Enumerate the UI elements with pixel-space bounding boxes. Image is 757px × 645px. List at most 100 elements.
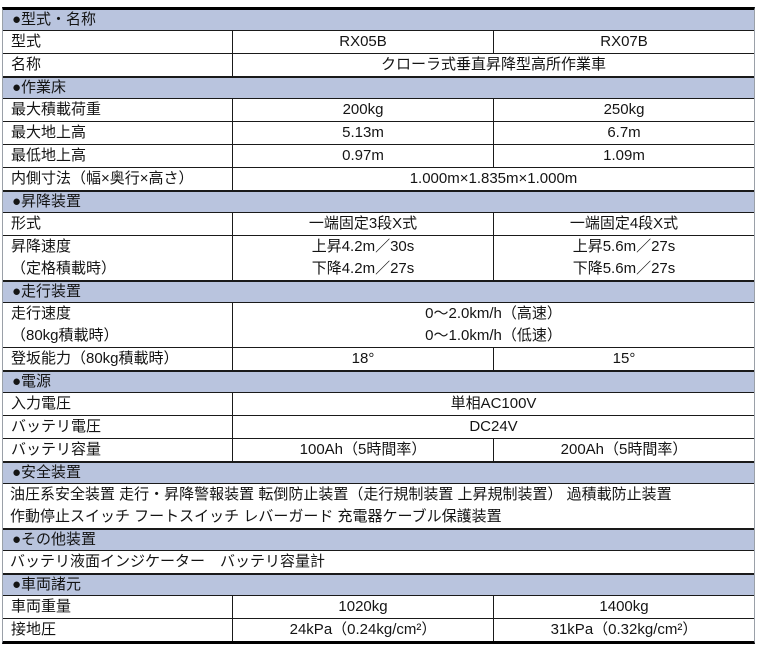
text-line: 上昇4.2m／30s <box>311 238 415 255</box>
spec-row: 形式 一端固定3段X式 一端固定4段X式 <box>3 213 754 236</box>
section-title: ●型式・名称 <box>12 11 97 28</box>
text-line: 200Ah（5時間率） <box>560 441 688 458</box>
text-line: 走行速度 <box>11 305 72 322</box>
fullwidth-text-cell: 油圧系安全装置 走行・昇降警報装置 転倒防止装置（走行規制装置 上昇規制装置） … <box>3 484 754 528</box>
section-title: ●電源 <box>12 373 52 390</box>
section-title: ●その他装置 <box>12 531 97 548</box>
text-line: 15° <box>612 350 636 367</box>
spec-row: 走行速度 （80kg積載時） 0～2.0km/h（高速） 0～1.0km/h（低速） <box>3 303 754 348</box>
value-cell-rx05b: 18° <box>233 348 493 370</box>
section-header-row: ●安全装置 <box>3 462 754 484</box>
row-label: 最低地上高 <box>3 145 233 167</box>
text-line: RX05B <box>339 33 387 50</box>
value-cell-merged: DC24V <box>233 416 754 438</box>
text-line: 31kPa（0.32kg/cm²） <box>550 621 698 638</box>
text-line: 接地圧 <box>11 621 57 638</box>
row-label: 昇降速度 （定格積載時） <box>3 236 233 280</box>
text-line: 昇降速度 <box>11 238 72 255</box>
value-cell-rx07b: 一端固定4段X式 <box>493 213 754 235</box>
text-line: （80kg積載時） <box>11 327 119 344</box>
text-line: クローラ式垂直昇降型高所作業車 <box>380 56 606 73</box>
section-header-row: ●車両諸元 <box>3 574 754 596</box>
text-line: 内側寸法（幅×奥行×高さ） <box>11 170 194 187</box>
row-label: 車両重量 <box>3 596 233 618</box>
text-line: 単相AC100V <box>450 395 537 412</box>
text-line: 名称 <box>11 56 42 73</box>
text-line: 油圧系安全装置 走行・昇降警報装置 転倒防止装置（走行規制装置 上昇規制装置） … <box>10 486 672 503</box>
value-cell-rx07b: 上昇5.6m／27s 下降5.6m／27s <box>493 236 754 280</box>
spec-row: 昇降速度 （定格積載時） 上昇4.2m／30s 下降4.2m／27s 上昇5.6m／27… <box>3 236 754 281</box>
text-line: 18° <box>351 350 375 367</box>
text-line: 一端固定4段X式 <box>569 215 679 232</box>
spec-row: 内側寸法（幅×奥行×高さ） 1.000m×1.835m×1.000m <box>3 168 754 191</box>
section-title: ●安全装置 <box>12 464 82 481</box>
text-line: DC24V <box>469 418 518 435</box>
value-cell-rx07b: 200Ah（5時間率） <box>493 439 754 461</box>
value-cell-rx07b: 1400kg <box>493 596 754 618</box>
section-title: ●作業床 <box>12 79 67 96</box>
text-line: 一端固定3段X式 <box>308 215 418 232</box>
value-cell-rx07b: 1.09m <box>493 145 754 167</box>
text-line: 型式 <box>11 33 42 50</box>
spec-row-fullwidth: 油圧系安全装置 走行・昇降警報装置 転倒防止装置（走行規制装置 上昇規制装置） … <box>3 484 754 529</box>
row-label: 内側寸法（幅×奥行×高さ） <box>3 168 233 190</box>
value-cell-rx07b: 250kg <box>493 99 754 121</box>
text-line: 1.09m <box>603 147 645 164</box>
text-line: 作動停止スイッチ フートスイッチ レバーガード 充電器ケーブル保護装置 <box>10 508 502 525</box>
value-cell-rx05b: RX05B <box>233 31 493 53</box>
value-cell-merged: クローラ式垂直昇降型高所作業車 <box>233 54 754 76</box>
text-line: バッテリ電圧 <box>11 418 102 435</box>
value-cell-merged: 0～2.0km/h（高速） 0～1.0km/h（低速） <box>233 303 754 347</box>
value-cell-rx05b: 100Ah（5時間率） <box>233 439 493 461</box>
row-label: 接地圧 <box>3 619 233 641</box>
text-line: 100Ah（5時間率） <box>299 441 427 458</box>
section-header-row: ●作業床 <box>3 77 754 99</box>
section-header-row: ●型式・名称 <box>3 10 754 31</box>
text-line: 車両重量 <box>11 598 72 615</box>
text-line: 6.7m <box>607 124 641 141</box>
text-line: 最大地上高 <box>11 124 87 141</box>
row-label: バッテリ容量 <box>3 439 233 461</box>
text-line: 上昇5.6m／27s <box>572 238 676 255</box>
text-line: 下降5.6m／27s <box>572 260 676 277</box>
text-line: 0.97m <box>342 147 384 164</box>
text-line: 下降4.2m／27s <box>311 260 415 277</box>
section-title: ●昇降装置 <box>12 193 82 210</box>
value-cell-rx05b: 5.13m <box>233 122 493 144</box>
text-line: （定格積載時） <box>11 260 117 277</box>
text-line: 0～1.0km/h（低速） <box>425 327 562 344</box>
section-header-row: ●その他装置 <box>3 529 754 551</box>
spec-row: 接地圧 24kPa（0.24kg/cm²） 31kPa（0.32kg/cm²） <box>3 619 754 641</box>
row-label: バッテリ電圧 <box>3 416 233 438</box>
spec-row: 最大積載荷重 200kg 250kg <box>3 99 754 122</box>
row-label: 形式 <box>3 213 233 235</box>
text-line: 1.000m×1.835m×1.000m <box>409 170 578 187</box>
row-label: 入力電圧 <box>3 393 233 415</box>
row-label: 登坂能力（80kg積載時） <box>3 348 233 370</box>
spec-row: 登坂能力（80kg積載時） 18° 15° <box>3 348 754 371</box>
value-cell-rx05b: 0.97m <box>233 145 493 167</box>
spec-row-fullwidth: バッテリ液面インジケーター バッテリ容量計 <box>3 551 754 574</box>
text-line: 入力電圧 <box>11 395 72 412</box>
text-line: 0～2.0km/h（高速） <box>425 305 562 322</box>
text-line: 登坂能力（80kg積載時） <box>11 350 179 367</box>
text-line: 最低地上高 <box>11 147 87 164</box>
text-line: 200kg <box>342 101 384 118</box>
row-label: 名称 <box>3 54 233 76</box>
value-cell-rx05b: 上昇4.2m／30s 下降4.2m／27s <box>233 236 493 280</box>
text-line: 250kg <box>603 101 645 118</box>
value-cell-rx05b: 24kPa（0.24kg/cm²） <box>233 619 493 641</box>
value-cell-merged: 単相AC100V <box>233 393 754 415</box>
value-cell-rx07b: 31kPa（0.32kg/cm²） <box>493 619 754 641</box>
text-line: 1020kg <box>338 598 388 615</box>
row-label: 型式 <box>3 31 233 53</box>
text-line: バッテリ容量 <box>11 441 102 458</box>
spec-row: バッテリ電圧 DC24V <box>3 416 754 439</box>
text-line: 最大積載荷重 <box>11 101 102 118</box>
section-title: ●走行装置 <box>12 283 82 300</box>
spec-row: 車両重量 1020kg 1400kg <box>3 596 754 619</box>
text-line: 形式 <box>11 215 42 232</box>
text-line: 5.13m <box>342 124 384 141</box>
text-line: RX07B <box>600 33 648 50</box>
section-header-row: ●走行装置 <box>3 281 754 303</box>
